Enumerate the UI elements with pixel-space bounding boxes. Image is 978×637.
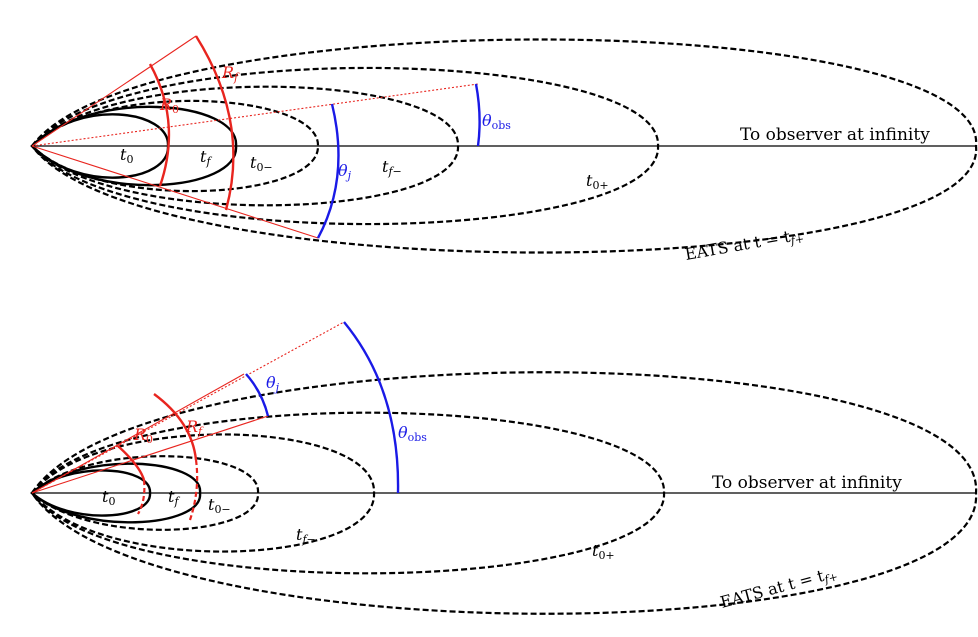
top-label-theta-j: θj <box>338 161 352 182</box>
bottom-arc-theta-obs <box>343 321 400 494</box>
bottom-ellipse-tf-minus <box>30 433 376 553</box>
top-label-R0: R0 <box>159 95 179 116</box>
bottom-observer-label: To observer at infinity <box>712 473 902 493</box>
bottom-ellipse-tf <box>30 462 202 524</box>
bottom-arc-Rf <box>153 393 198 461</box>
bottom-eats-label: EATS at t = tf+ <box>718 562 839 613</box>
top-label-t0-plus: t0+ <box>586 171 609 192</box>
top-ellipse-t0-minus <box>30 99 320 193</box>
top-observer-label: To observer at infinity <box>740 125 930 145</box>
bottom-line-of-sight-dotted <box>31 321 345 494</box>
bottom-label-theta-obs: θobs <box>398 423 427 444</box>
top-arc-theta-obs <box>474 83 481 147</box>
bottom-arc-theta-j <box>245 373 270 417</box>
bottom-ellipse-t0-plus <box>30 411 666 575</box>
top-label-Rf: Rf <box>221 63 240 84</box>
top-ellipse-eats <box>30 38 978 254</box>
bottom-arc-R0-extension <box>137 479 146 515</box>
top-arc-theta-j <box>316 103 340 239</box>
top-ellipse-t0-plus <box>30 66 660 226</box>
bottom-label-R0: R0 <box>133 425 153 446</box>
bottom-label-tf-minus: tf− <box>296 525 316 546</box>
bottom-label-t0-plus: t0+ <box>592 541 615 562</box>
top-labels: R0 Rf θobs θj t0 tf t0− tf− t0+ To obser… <box>120 63 930 265</box>
top-label-tf-minus: tf− <box>382 157 402 178</box>
top-arc-Rf <box>194 35 235 211</box>
top-label-theta-obs: θobs <box>482 111 511 132</box>
top-panel <box>30 35 978 254</box>
top-jet-edge-lower <box>31 145 319 239</box>
top-label-t0-minus: t0− <box>250 153 273 174</box>
bottom-ellipse-t0 <box>30 469 152 517</box>
top-arc-R0 <box>148 63 171 187</box>
bottom-arc-Rf-extension <box>188 459 199 521</box>
bottom-ellipse-eats <box>30 371 978 615</box>
bottom-label-t0-minus: t0− <box>208 495 231 516</box>
bottom-label-Rf: Rf <box>185 417 204 438</box>
top-label-t0: t0 <box>120 145 133 166</box>
bottom-arc-R0 <box>117 445 146 481</box>
bottom-label-t0: t0 <box>102 487 115 508</box>
bottom-label-theta-j: θj <box>266 373 280 394</box>
bottom-jet-edge-lower <box>31 415 269 494</box>
top-label-tf: tf <box>200 147 212 168</box>
top-line-of-sight-dotted <box>31 83 479 147</box>
top-ellipse-tf-minus <box>30 85 460 207</box>
top-jet-edge-upper <box>31 35 197 147</box>
bottom-panel <box>30 321 978 615</box>
bottom-label-tf: tf <box>168 487 180 508</box>
bottom-ellipse-t0-minus <box>30 455 260 531</box>
top-eats-label: EATS at t = tf+ <box>683 224 805 265</box>
